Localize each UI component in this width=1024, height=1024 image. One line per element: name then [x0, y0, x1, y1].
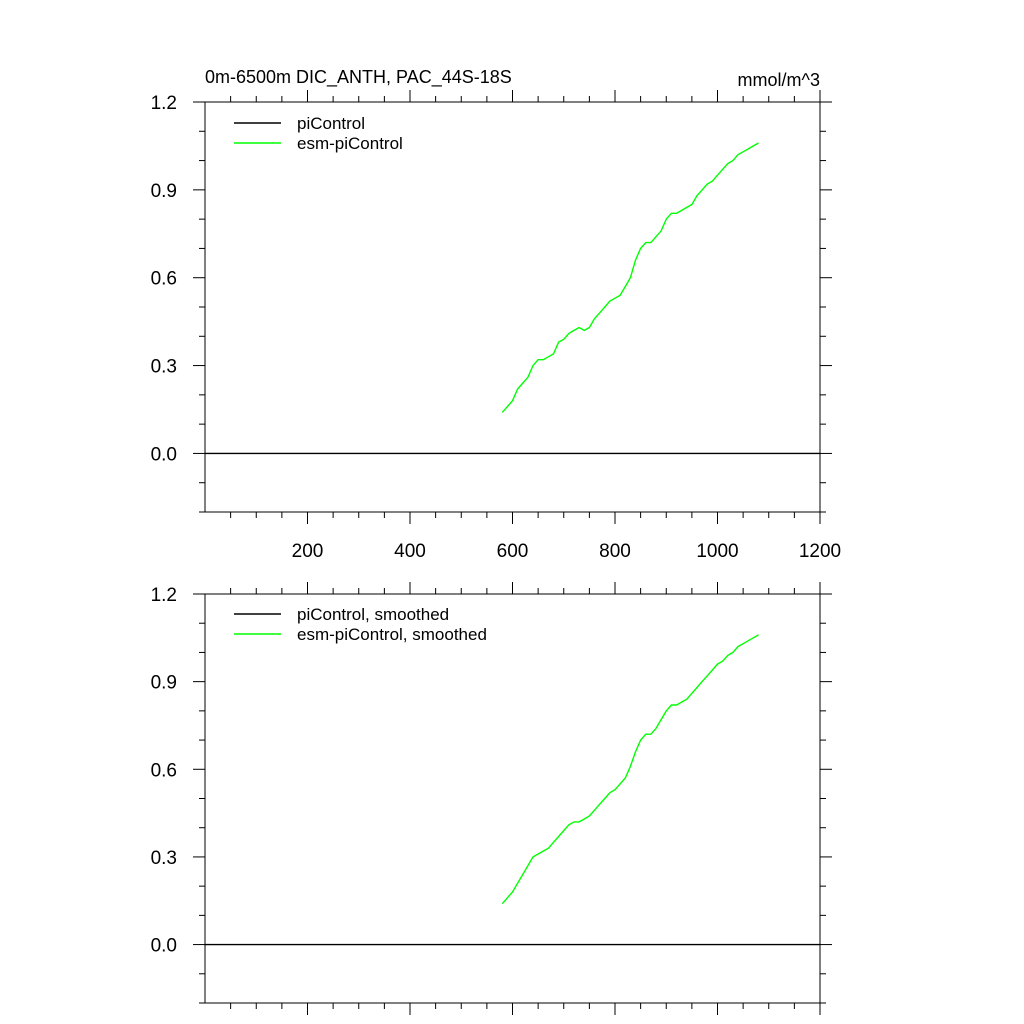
- y-tick-label: 0.0: [151, 444, 177, 465]
- y-tick-labels: 0.0 0.3 0.6 0.9 1.2: [151, 585, 177, 957]
- legend: piControl esm-piControl: [234, 114, 403, 153]
- y-tick-label: 0.9: [151, 673, 177, 694]
- y-tick-label: 0.9: [151, 181, 177, 202]
- x-tick-label: 200: [292, 541, 324, 562]
- y-tick-label: 0.3: [151, 357, 177, 378]
- y-tick-label: 0.6: [151, 760, 177, 781]
- tick-marks: [193, 582, 832, 1015]
- x-tick-labels: 200 400 600 800 1000 1200: [292, 541, 841, 562]
- legend-label-picontrol: piControl: [297, 114, 365, 133]
- x-tick-label: 600: [497, 541, 529, 562]
- x-tick-label: 1200: [799, 541, 841, 562]
- legend-label-esm-picontrol: esm-piControl: [297, 134, 403, 153]
- series-line-1: [501, 142, 759, 413]
- legend: piControl, smoothed esm-piControl, smoot…: [234, 605, 487, 644]
- chart-title: 0m-6500m DIC_ANTH, PAC_44S-18S: [205, 67, 512, 88]
- top-panel: 0m-6500m DIC_ANTH, PAC_44S-18S mmol/m^3 …: [151, 67, 842, 562]
- x-tick-label: 1000: [696, 541, 738, 562]
- x-tick-label: 800: [599, 541, 631, 562]
- units-label: mmol/m^3: [738, 70, 820, 90]
- data-lines: [205, 142, 820, 455]
- y-tick-label: 0.0: [151, 936, 177, 957]
- y-tick-label: 1.2: [151, 93, 177, 114]
- y-tick-labels: 0.0 0.3 0.6 0.9 1.2: [151, 93, 177, 465]
- tick-marks: [193, 90, 832, 524]
- data-lines: [205, 634, 820, 946]
- legend-label-esm-picontrol-smoothed: esm-piControl, smoothed: [297, 625, 487, 644]
- y-tick-label: 0.3: [151, 848, 177, 869]
- legend-label-picontrol-smoothed: piControl, smoothed: [297, 605, 449, 624]
- bottom-panel: 0.0 0.3 0.6 0.9 1.2 piControl, smoothed esm-…: [151, 582, 832, 1015]
- y-tick-label: 1.2: [151, 585, 177, 606]
- series-line-1: [501, 634, 759, 905]
- y-tick-label: 0.6: [151, 269, 177, 290]
- x-tick-label: 400: [394, 541, 426, 562]
